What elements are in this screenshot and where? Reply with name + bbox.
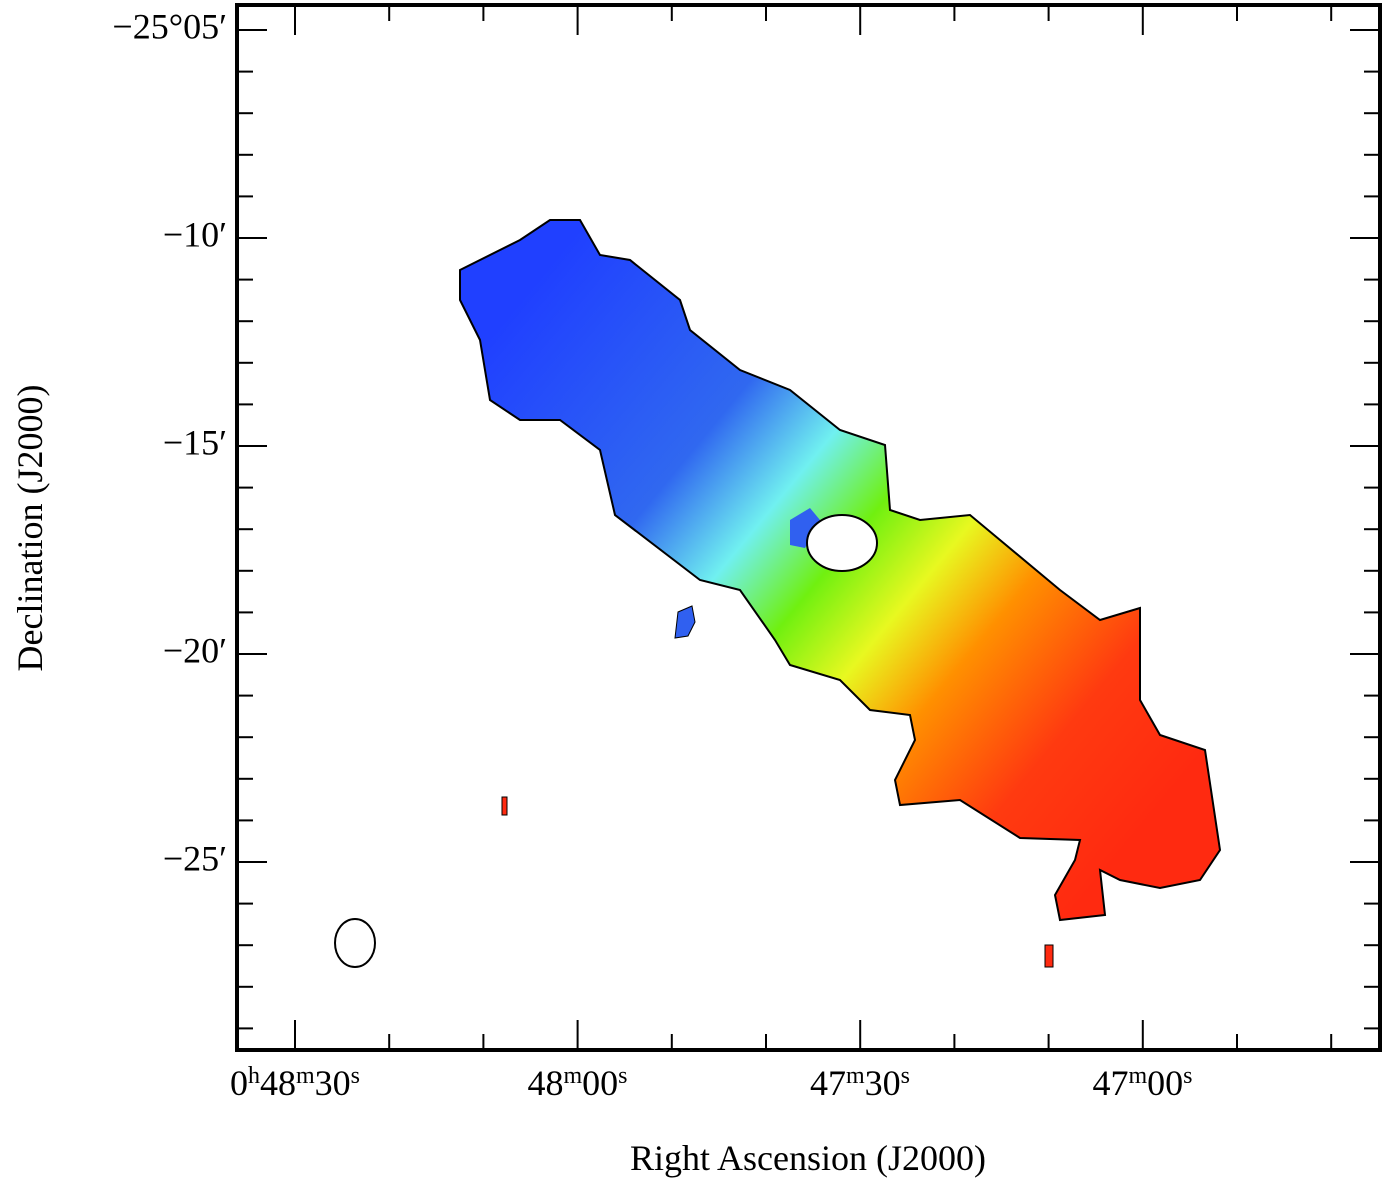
unit: s <box>351 1063 360 1089</box>
unit: s <box>618 1063 627 1089</box>
unit: m <box>563 1063 582 1089</box>
y-tick-label: −10′ <box>163 214 227 254</box>
number: 48 <box>527 1063 563 1103</box>
y-tick-label: −20′ <box>163 630 227 670</box>
number: 0 <box>230 1063 248 1103</box>
y-tick-label: −15′ <box>163 422 227 462</box>
number: 00 <box>1147 1063 1183 1103</box>
number: 48 <box>260 1063 296 1103</box>
unit: s <box>901 1063 910 1089</box>
unit: h <box>248 1063 260 1089</box>
unit: m <box>846 1063 865 1089</box>
number: 30 <box>315 1063 351 1103</box>
x-tick-label: 47m00s <box>1092 1063 1192 1103</box>
unit: s <box>1183 1063 1192 1089</box>
number: 47 <box>810 1063 846 1103</box>
x-tick-label: 48m00s <box>527 1063 627 1103</box>
number: 47 <box>1092 1063 1128 1103</box>
ticks <box>237 5 1380 1050</box>
x-axis-label: Right Ascension (J2000) <box>630 1138 986 1178</box>
velocity-field <box>334 219 1222 968</box>
x-tick-label: 0h48m30s <box>230 1063 360 1103</box>
frame <box>235 3 1382 1052</box>
number: 30 <box>865 1063 901 1103</box>
y-tick-label: −25°05′ <box>112 6 227 46</box>
number: 00 <box>582 1063 618 1103</box>
unit: m <box>296 1063 315 1089</box>
y-tick-label: −25′ <box>163 838 227 878</box>
x-tick-label: 47m30s <box>810 1063 910 1103</box>
y-axis-label: Declination (J2000) <box>10 385 50 672</box>
unit: m <box>1128 1063 1147 1089</box>
